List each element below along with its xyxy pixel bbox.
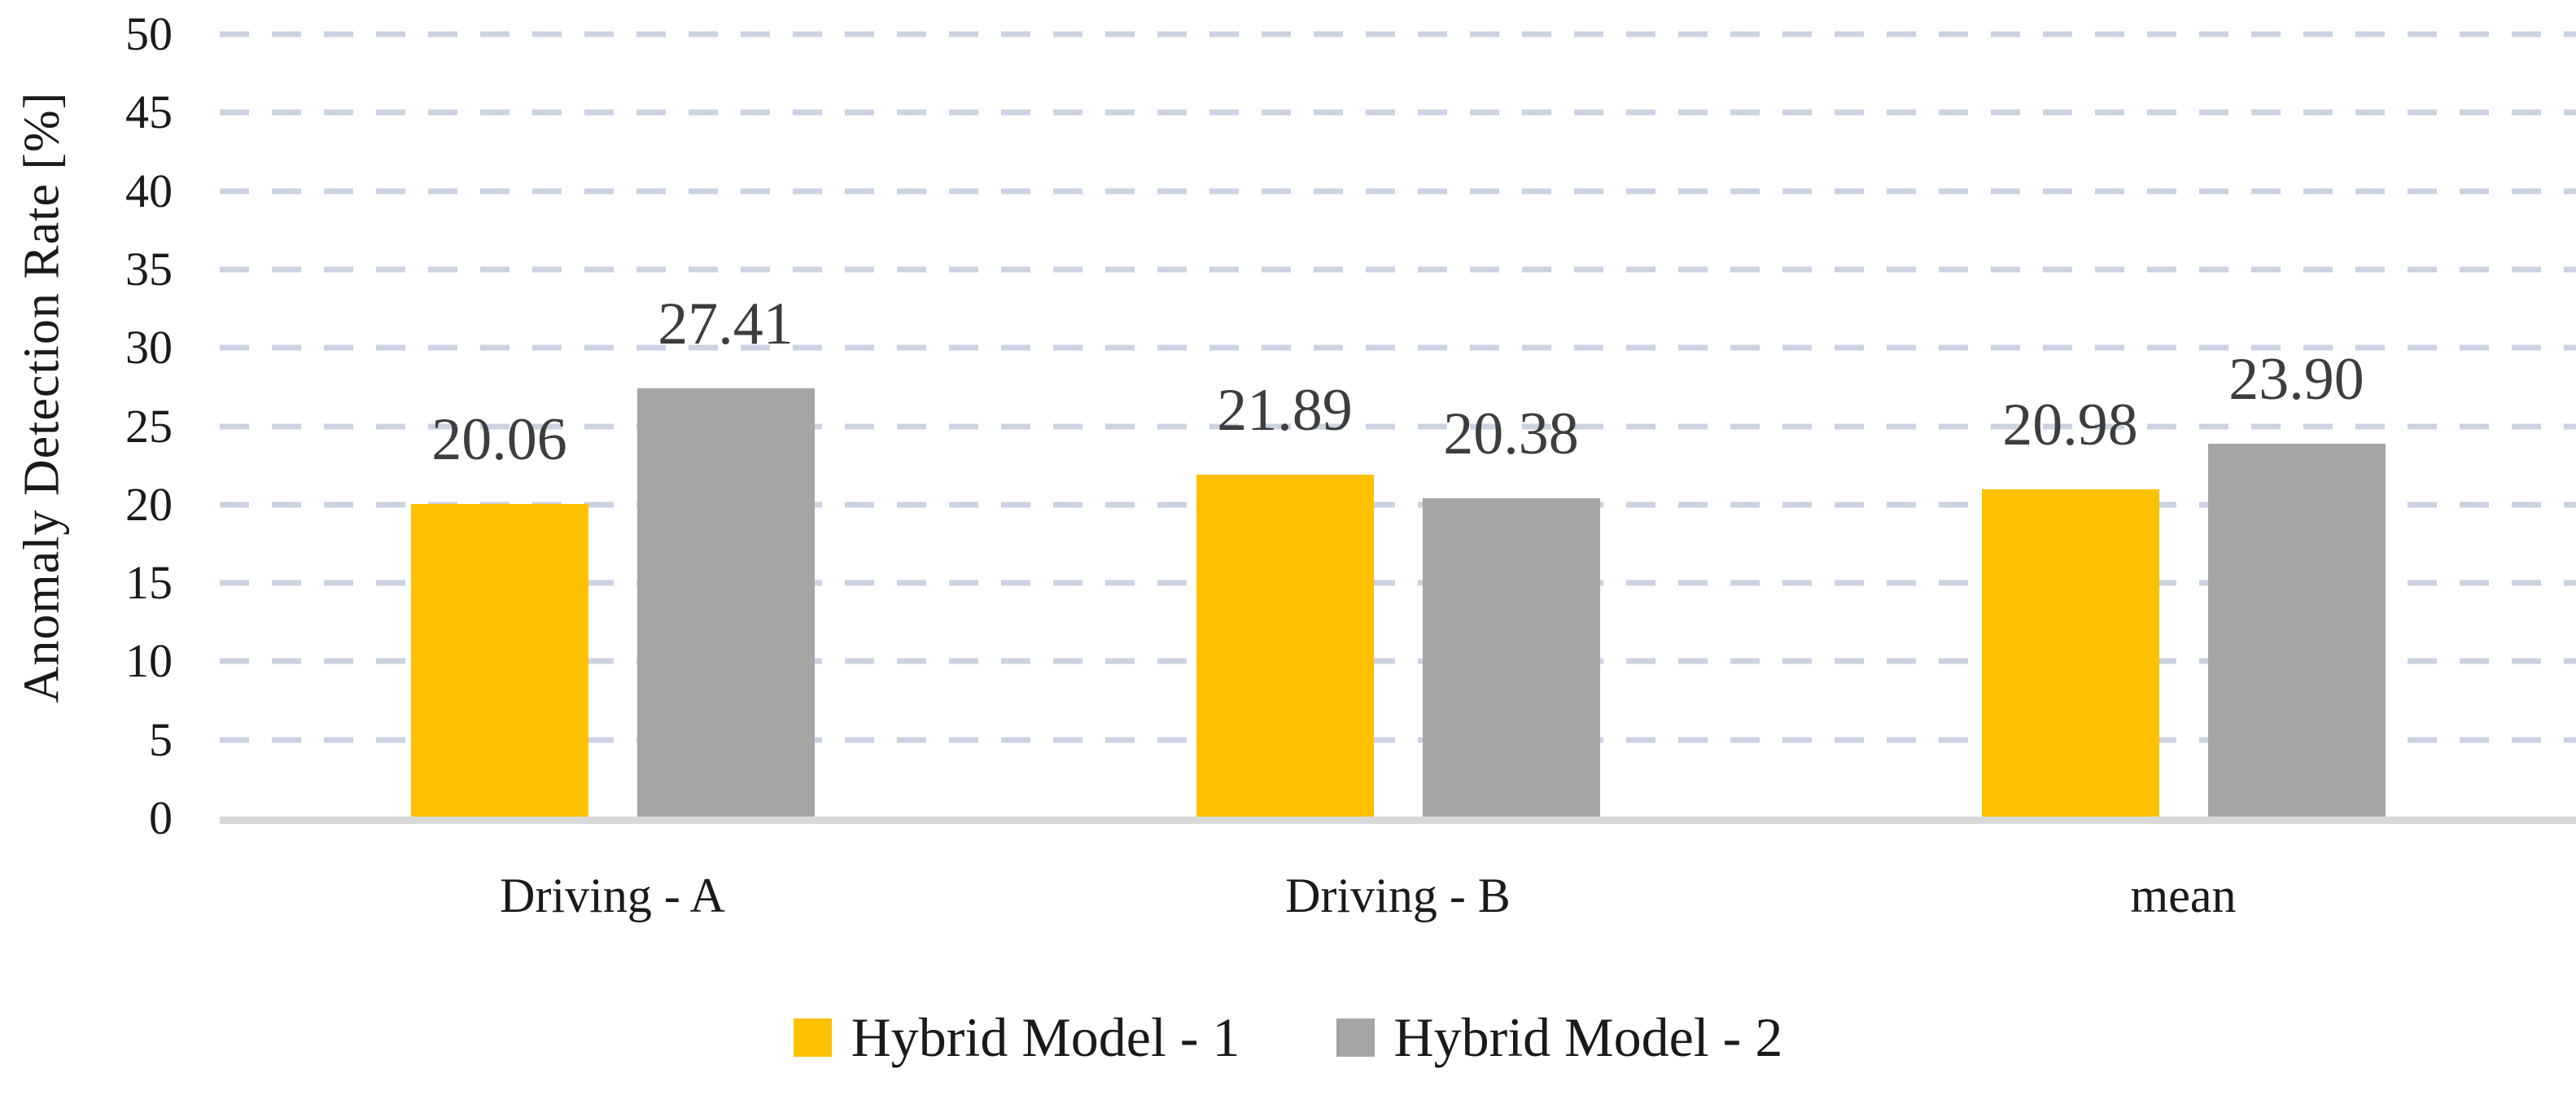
y-tick-label-15: 15: [125, 556, 173, 610]
value-label-hybrid-model-1-driving-a: 20.06: [431, 405, 567, 473]
legend-swatch-hybrid-model-2: [1336, 1018, 1375, 1057]
gridline-45: [220, 109, 2576, 116]
y-tick-label-45: 45: [125, 85, 173, 139]
value-label-hybrid-model-2-driving-b: 20.38: [1443, 401, 1579, 468]
y-tick-label-10: 10: [125, 634, 173, 688]
gridline-35: [220, 266, 2576, 273]
category-label-driving-b: Driving - B: [1285, 869, 1511, 922]
y-tick-label-25: 25: [125, 399, 173, 453]
bar-hybrid-model-1-driving-a: [410, 503, 588, 818]
legend-swatch-hybrid-model-1: [793, 1018, 832, 1057]
bar-hybrid-model-2-driving-a: [636, 388, 815, 818]
y-axis-tick-labels: 0 5 10 15 20 25 30 35 40 45 50: [0, 0, 173, 842]
plot-area: 20.06 27.41 21.89 20.38 20.98 23.90: [220, 0, 2576, 818]
y-tick-label-30: 30: [125, 321, 173, 374]
legend-label-hybrid-model-2: Hybrid Model - 2: [1393, 1006, 1783, 1068]
y-tick-label-35: 35: [125, 242, 173, 296]
gridline-50: [220, 31, 2576, 37]
y-tick-label-0: 0: [149, 791, 173, 844]
y-tick-label-5: 5: [149, 712, 173, 766]
y-tick-label-40: 40: [125, 164, 173, 217]
bar-hybrid-model-2-mean: [2207, 443, 2386, 818]
bar-hybrid-model-2-driving-b: [1422, 498, 1600, 818]
value-label-hybrid-model-1-driving-b: 21.89: [1217, 377, 1353, 445]
category-label-mean: mean: [2130, 869, 2237, 922]
gridline-15: [220, 580, 2576, 586]
bar-hybrid-model-1-driving-b: [1196, 475, 1374, 818]
gridline-10: [220, 658, 2576, 664]
legend-item-hybrid-model-2: Hybrid Model - 2: [1336, 1006, 1783, 1068]
value-label-hybrid-model-2-mean: 23.90: [2228, 345, 2364, 413]
legend-label-hybrid-model-1: Hybrid Model - 1: [851, 1006, 1240, 1068]
bar-hybrid-model-1-mean: [1981, 488, 2159, 818]
gridline-5: [220, 737, 2576, 743]
gridline-40: [220, 188, 2576, 195]
value-label-hybrid-model-2-driving-a: 27.41: [658, 291, 794, 358]
y-tick-label-50: 50: [125, 7, 173, 60]
gridline-20: [220, 502, 2576, 508]
legend: Hybrid Model - 1 Hybrid Model - 2: [0, 1010, 2576, 1065]
legend-item-hybrid-model-1: Hybrid Model - 1: [793, 1006, 1240, 1068]
x-axis-line: [220, 817, 2576, 824]
gridline-30: [220, 344, 2576, 351]
gridline-25: [220, 423, 2576, 429]
category-label-driving-a: Driving - A: [500, 869, 725, 922]
y-tick-label-20: 20: [125, 477, 173, 531]
x-axis-category-labels: Driving - A Driving - B mean: [220, 861, 2576, 935]
value-label-hybrid-model-1-mean: 20.98: [2002, 391, 2138, 458]
